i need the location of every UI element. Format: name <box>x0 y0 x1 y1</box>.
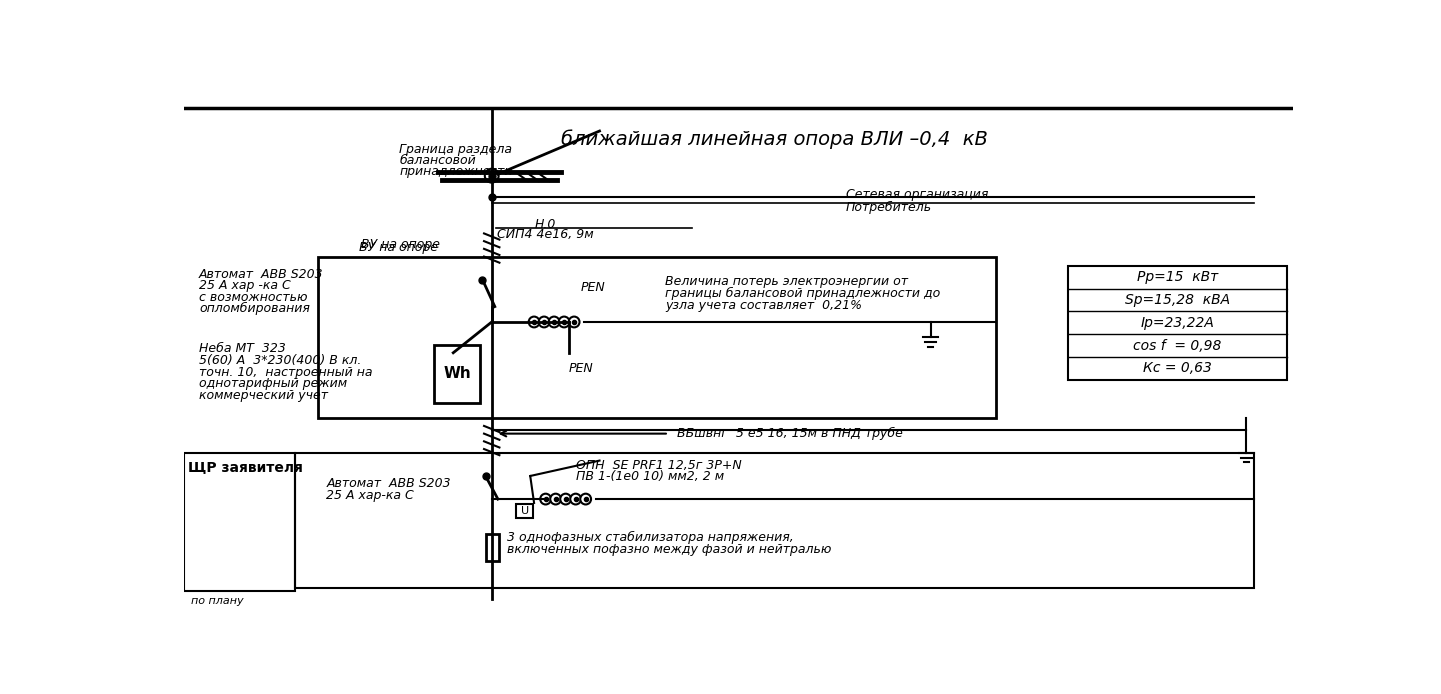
Text: Sp=15,28  кВА: Sp=15,28 кВА <box>1125 293 1231 307</box>
Circle shape <box>529 316 539 328</box>
Bar <box>295 453 1254 588</box>
Circle shape <box>539 316 549 328</box>
Text: 3 однофазных стабилизатора напряжения,: 3 однофазных стабилизатора напряжения, <box>507 531 794 544</box>
Text: с возможностью: с возможностью <box>199 291 307 304</box>
Text: cos f  = 0,98: cos f = 0,98 <box>1133 339 1222 353</box>
Bar <box>434 345 480 403</box>
Text: коммерческий учет: коммерческий учет <box>199 389 329 402</box>
Text: ЩР заявителя: ЩР заявителя <box>187 459 303 474</box>
Circle shape <box>550 493 561 505</box>
Text: Автомат  АВВ S203: Автомат АВВ S203 <box>326 477 451 490</box>
Text: Pp=15  кВт: Pp=15 кВт <box>1137 270 1218 284</box>
Text: 5(60) А  3*230(400) В кл.: 5(60) А 3*230(400) В кл. <box>199 354 362 367</box>
Bar <box>184 453 295 591</box>
Circle shape <box>559 316 569 328</box>
Text: Н.0: Н.0 <box>535 218 556 230</box>
Text: PEN: PEN <box>569 362 594 375</box>
Circle shape <box>569 316 579 328</box>
Text: опломбирования: опломбирования <box>199 303 310 316</box>
Text: Автомат  АВВ S203: Автомат АВВ S203 <box>199 268 324 281</box>
Circle shape <box>561 493 571 505</box>
Circle shape <box>571 493 581 505</box>
Text: Граница раздела: Граница раздела <box>399 143 513 156</box>
Text: точн. 10,  настроенный на: точн. 10, настроенный на <box>199 366 373 378</box>
Text: U: U <box>520 507 529 516</box>
Text: СИП4 4е16, 9м: СИП4 4е16, 9м <box>497 228 594 241</box>
Bar <box>1068 266 1287 380</box>
Text: ВУ на опоре: ВУ на опоре <box>360 239 440 251</box>
Text: Wh: Wh <box>444 366 471 381</box>
Text: ВУ на опоре: ВУ на опоре <box>359 241 438 254</box>
Text: балансовой: балансовой <box>399 154 476 167</box>
Circle shape <box>581 493 591 505</box>
Text: включенных пофазно между фазой и нейтралью: включенных пофазно между фазой и нейтрал… <box>507 543 831 556</box>
Text: PEN: PEN <box>581 281 605 294</box>
Text: Неба МТ  323: Неба МТ 323 <box>199 342 285 355</box>
Text: ВБшвнг  5 е5 16, 15м в ПНД трубе: ВБшвнг 5 е5 16, 15м в ПНД трубе <box>676 427 902 440</box>
Text: Кс = 0,63: Кс = 0,63 <box>1143 362 1212 375</box>
Circle shape <box>540 493 550 505</box>
Text: ОПН  SE PRF1 12,5г 3P+N: ОПН SE PRF1 12,5г 3P+N <box>576 459 742 472</box>
Text: ПВ 1-(1е0 10) мм2, 2 м: ПВ 1-(1е0 10) мм2, 2 м <box>576 471 725 483</box>
Circle shape <box>549 316 559 328</box>
Text: Величина потерь электроэнергии от: Величина потерь электроэнергии от <box>664 276 908 289</box>
Bar <box>516 505 533 518</box>
Text: узла учета составляет  0,21%: узла учета составляет 0,21% <box>664 298 862 312</box>
Text: Потребитель: Потребитель <box>846 201 932 214</box>
Text: по плану: по плану <box>192 595 244 606</box>
Text: 25 А хар-ка C: 25 А хар-ка C <box>326 489 414 502</box>
Text: принадлежности: принадлежности <box>399 164 513 178</box>
Text: ближайшая линейная опора ВЛИ –0,4  кВ: ближайшая линейная опора ВЛИ –0,4 кВ <box>561 129 989 149</box>
Text: границы балансовой принадлежности до: границы балансовой принадлежности до <box>664 287 940 300</box>
Bar <box>486 534 500 561</box>
Bar <box>318 257 996 418</box>
Text: 25 А хар -ка C: 25 А хар -ка C <box>199 279 291 292</box>
Text: Сетевая организация: Сетевая организация <box>846 187 989 201</box>
Text: Ip=23,22A: Ip=23,22A <box>1140 316 1215 330</box>
Text: однотарифный режим: однотарифный режим <box>199 377 347 390</box>
